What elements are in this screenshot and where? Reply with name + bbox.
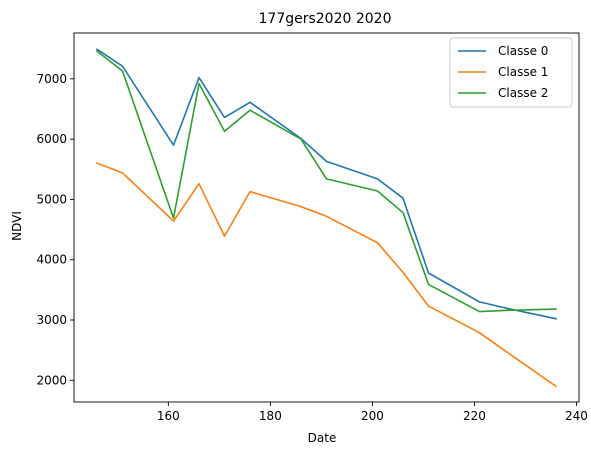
series-line-0 [95,48,557,320]
y-tick-label-4: 6000 [36,132,67,146]
x-tick-label-2: 200 [361,409,384,423]
y-tick-label-0: 2000 [36,373,67,387]
series-line-1 [95,162,558,388]
legend-label-1: Classe 1 [498,65,548,79]
legend-box [449,37,573,108]
x-tick-label-1: 180 [259,409,282,423]
y-tick-label-3: 5000 [36,192,67,206]
y-tick-label-5: 7000 [36,72,67,86]
x-axis-title: Date [308,431,337,445]
y-tick-label-2: 4000 [36,253,67,267]
series-line-2 [95,49,557,313]
y-tick-label-1: 3000 [36,313,67,327]
chart-title: 177gers2020 2020 [259,11,392,27]
y-axis-title: NDVI [10,211,24,241]
legend-label-2: Classe 2 [498,86,548,100]
x-tick-label-3: 220 [463,409,486,423]
legend: Classe 0 Classe 1 Classe 2 [449,37,573,108]
x-tick-label-4: 240 [565,409,588,423]
plot-frame [73,32,580,403]
legend-label-0: Classe 0 [498,44,548,58]
x-tick-label-0: 160 [157,409,180,423]
plot-area: 160 180 200 220 240 2000 3000 4000 5000 6000 7000 [36,32,588,423]
